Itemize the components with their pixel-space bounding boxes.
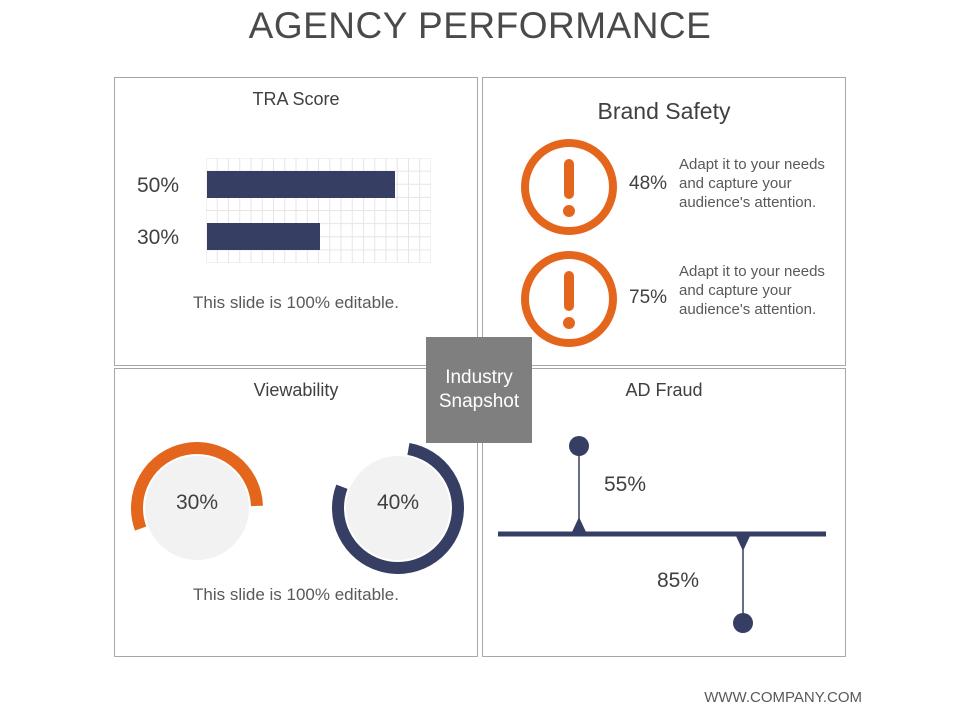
- tra-editable-note: This slide is 100% editable.: [192, 293, 399, 312]
- viewability-editable-note: This slide is 100% editable.: [192, 585, 399, 604]
- timeline-dot-2: [733, 613, 753, 633]
- brand-text-2: Adapt it to your needs and capture your …: [679, 263, 825, 318]
- tra-bar-1: [207, 171, 395, 198]
- viewability-donut-1: [131, 442, 263, 560]
- brand-text-1: Adapt it to your needs and capture your …: [679, 156, 825, 211]
- timeline-marker-1: [572, 517, 586, 532]
- tra-score-panel: TRA Score 50% 30% This slide is 100% edi…: [114, 77, 478, 366]
- industry-snapshot-line1: Industry: [445, 367, 513, 388]
- industry-snapshot-line2: Snapshot: [438, 391, 520, 412]
- timeline-dot-1: [569, 436, 589, 456]
- viewability-donut-2: [332, 443, 464, 574]
- brand-pct-2: 75%: [629, 287, 668, 308]
- viewability-panel: Viewability 30% 40% This slide is 100% e…: [114, 368, 478, 657]
- warning-icon: [521, 139, 617, 235]
- timeline-marker-2: [736, 536, 750, 551]
- tra-bar-label-1: 50%: [137, 174, 180, 197]
- tra-bar-label-2: 30%: [137, 226, 180, 249]
- ad-fraud-timeline: [498, 436, 826, 633]
- viewability-title: Viewability: [253, 380, 339, 400]
- viewability-label-1: 30%: [175, 491, 219, 514]
- ad-fraud-title: AD Fraud: [625, 380, 703, 400]
- tra-bar-2: [207, 223, 320, 250]
- ad-fraud-panel: AD Fraud 55% 85%: [482, 368, 846, 657]
- warning-icon: [521, 251, 617, 347]
- slide-title: AGENCY PERFORMANCE: [248, 5, 712, 46]
- brand-safety-title: Brand Safety: [597, 98, 731, 124]
- company-url: WWW.COMPANY.COM: [704, 689, 862, 706]
- ad-fraud-label-1: 55%: [604, 473, 647, 496]
- brand-safety-panel: Brand Safety 48% Adapt it to your needs …: [482, 77, 846, 366]
- industry-snapshot-box: Industry Snapshot: [426, 337, 532, 443]
- brand-pct-1: 48%: [629, 173, 668, 194]
- tra-score-title: TRA Score: [252, 89, 340, 109]
- ad-fraud-label-2: 85%: [657, 569, 700, 592]
- viewability-label-2: 40%: [376, 491, 420, 514]
